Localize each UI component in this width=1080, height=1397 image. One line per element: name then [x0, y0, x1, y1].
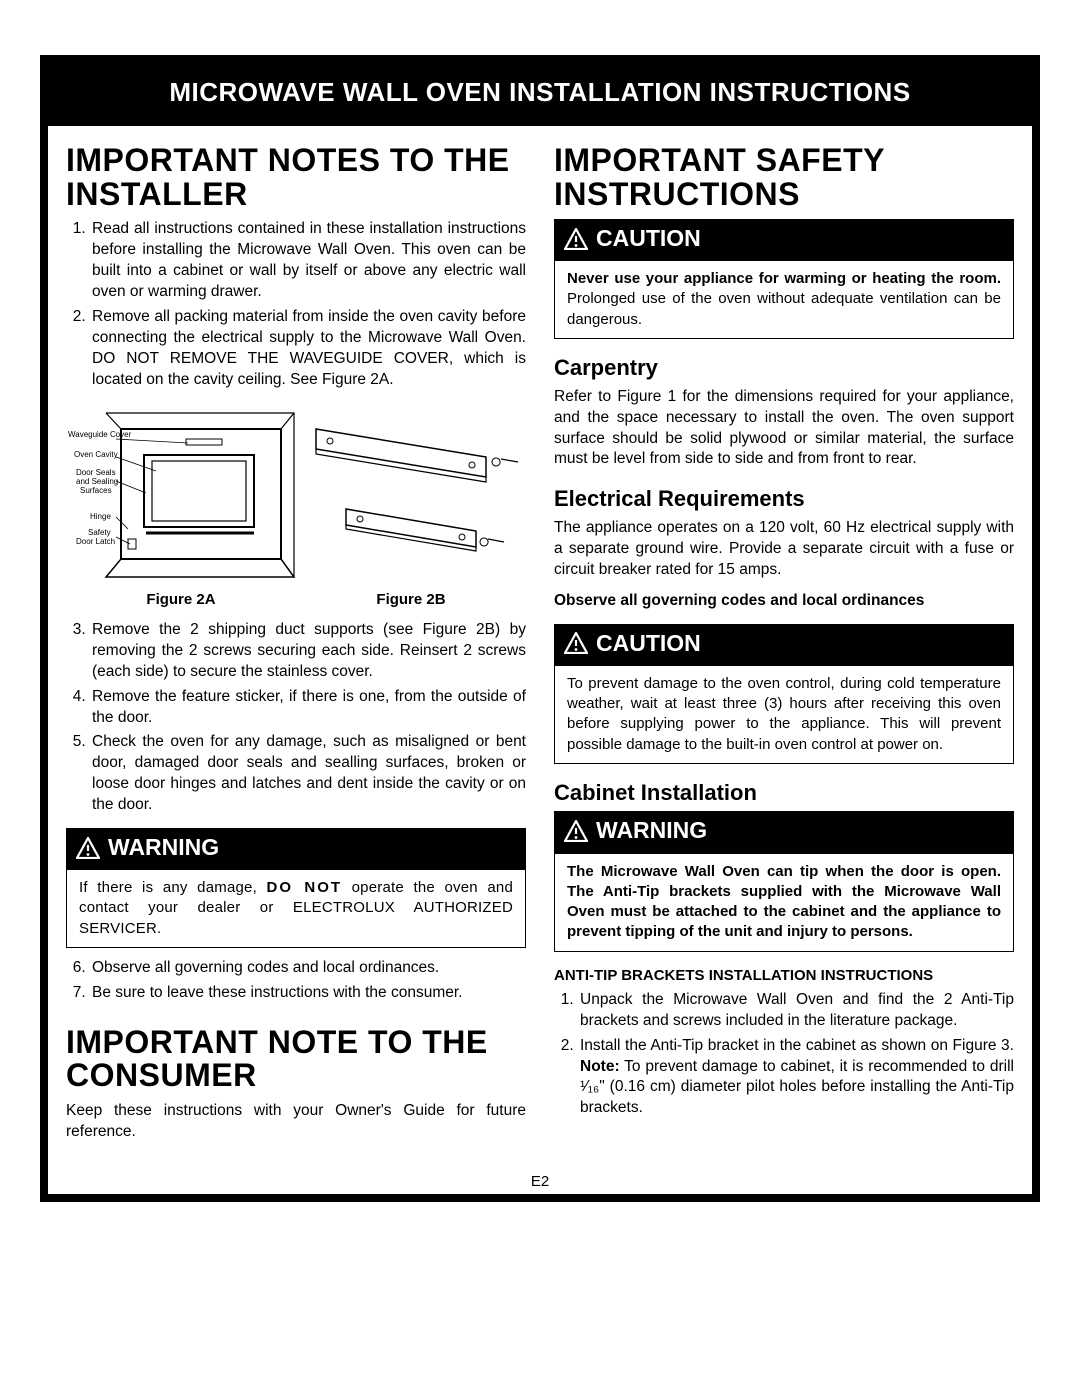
heading-consumer-note: IMPORTANT NOTE TO THE CONSUMER [66, 1026, 526, 1093]
list-item: Read all instructions contained in these… [90, 219, 526, 303]
figure-2a-illustration: Waveguide Cover Oven Cavity Door Sealsan… [66, 399, 296, 584]
figure-label-2b: Figure 2B [376, 590, 445, 610]
caution1-rest: Prolonged use of the oven without adequa… [567, 290, 1001, 327]
list-item: Observe all governing codes and local or… [90, 958, 526, 979]
figure-2: Waveguide Cover Oven Cavity Door Sealsan… [66, 399, 526, 610]
list-item: Install the Anti-Tip bracket in the cabi… [578, 1036, 1014, 1120]
callout: Waveguide Cover [68, 430, 132, 439]
antitip-list: Unpack the Microwave Wall Oven and find … [554, 990, 1014, 1120]
caution-box-1: Never use your appliance for warming or … [554, 260, 1014, 339]
list-item: Remove the 2 shipping duct supports (see… [90, 620, 526, 683]
figure-2b-illustration [306, 399, 526, 584]
caution-header-1: CAUTION [554, 219, 1014, 260]
warning-text-pre: If there is any damage, [79, 879, 267, 896]
antitip-heading: ANTI-TIP BRACKETS INSTALLATION INSTRUCTI… [554, 966, 1014, 986]
warning-header-right: WARNING [554, 811, 1014, 852]
caution-label: CAUTION [596, 223, 701, 254]
caution-header-2: CAUTION [554, 624, 1014, 665]
heading-installer-notes: IMPORTANT NOTES TO THE INSTALLER [66, 144, 526, 211]
warning-box-right: The Microwave Wall Oven can tip when the… [554, 853, 1014, 952]
page-number: E2 [48, 1165, 1032, 1194]
warning-icon [564, 820, 588, 842]
observe-note: Observe all governing codes and local or… [554, 591, 1014, 612]
consumer-text: Keep these instructions with your Owner'… [66, 1101, 526, 1143]
heading-carpentry: Carpentry [554, 353, 1014, 383]
carpentry-text: Refer to Figure 1 for the dimensions req… [554, 387, 1014, 471]
warning-header-left: WARNING [66, 828, 526, 869]
warning-label: WARNING [108, 832, 219, 863]
caution1-lead: Never use your appliance for warming or … [567, 270, 1001, 287]
installer-list-top: Read all instructions contained in these… [66, 219, 526, 390]
list-item: Remove the feature sticker, if there is … [90, 687, 526, 729]
antitip2-bold: Note: [580, 1058, 620, 1075]
warning-icon [564, 228, 588, 250]
figure-label-2a: Figure 2A [146, 590, 215, 610]
document-header: MICROWAVE WALL OVEN INSTALLATION INSTRUC… [48, 63, 1032, 126]
heading-electrical: Electrical Requirements [554, 484, 1014, 514]
left-column: IMPORTANT NOTES TO THE INSTALLER Read al… [66, 138, 526, 1147]
page-inner: MICROWAVE WALL OVEN INSTALLATION INSTRUC… [48, 63, 1032, 1194]
heading-cabinet: Cabinet Installation [554, 778, 1014, 808]
list-item: Be sure to leave these instructions with… [90, 983, 526, 1004]
warning-text-bold: DO NOT [267, 879, 343, 896]
two-column-layout: IMPORTANT NOTES TO THE INSTALLER Read al… [48, 126, 1032, 1165]
antitip2-pre: Install the Anti-Tip bracket in the cabi… [580, 1037, 1014, 1054]
heading-safety: IMPORTANT SAFETY INSTRUCTIONS [554, 144, 1014, 211]
electrical-text: The appliance operates on a 120 volt, 60… [554, 518, 1014, 581]
installer-list-bottom: Observe all governing codes and local or… [66, 958, 526, 1004]
list-item: Remove all packing material from inside … [90, 307, 526, 391]
warning-icon [564, 632, 588, 654]
right-column: IMPORTANT SAFETY INSTRUCTIONS CAUTION Ne… [554, 138, 1014, 1147]
callout: Oven Cavity [74, 450, 118, 459]
caution-label: CAUTION [596, 628, 701, 659]
warning-box-left: If there is any damage, DO NOT operate t… [66, 869, 526, 948]
page-frame: MICROWAVE WALL OVEN INSTALLATION INSTRUC… [40, 55, 1040, 1202]
installer-list-mid: Remove the 2 shipping duct supports (see… [66, 620, 526, 816]
list-item: Unpack the Microwave Wall Oven and find … [578, 990, 1014, 1032]
warning-label: WARNING [596, 815, 707, 846]
antitip2-post: To prevent damage to cabinet, it is reco… [580, 1058, 1014, 1117]
callout: Hinge [90, 512, 111, 521]
caution-box-2: To prevent damage to the oven control, d… [554, 665, 1014, 764]
warning-icon [76, 837, 100, 859]
list-item: Check the oven for any damage, such as m… [90, 732, 526, 816]
